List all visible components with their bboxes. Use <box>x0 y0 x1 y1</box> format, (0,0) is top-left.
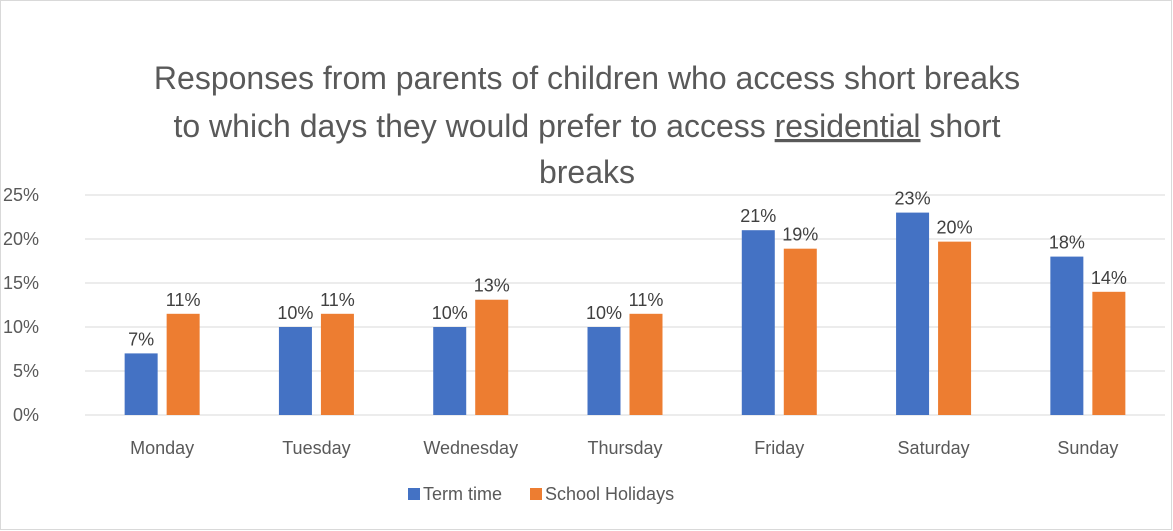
bar-school-holidays-friday <box>783 248 817 415</box>
bar-school-holidays-tuesday <box>320 313 354 415</box>
data-label: 21% <box>740 206 776 226</box>
bar-term-time-friday <box>741 230 775 415</box>
legend-swatch <box>408 488 420 500</box>
data-label: 23% <box>895 189 931 209</box>
y-tick-label: 25% <box>3 185 39 205</box>
bar-school-holidays-saturday <box>938 241 972 415</box>
chart-title: Responses from parents of children who a… <box>154 60 1020 190</box>
data-label: 10% <box>586 303 622 323</box>
bar-term-time-saturday <box>896 212 930 415</box>
data-label: 20% <box>937 218 973 238</box>
data-label: 7% <box>128 329 154 349</box>
x-category-label: Monday <box>130 438 194 458</box>
bar-term-time-monday <box>124 353 158 415</box>
legend: Term time School Holidays <box>408 484 674 504</box>
x-category-label: Friday <box>754 438 804 458</box>
x-category-label: Wednesday <box>423 438 518 458</box>
bar-term-time-thursday <box>587 327 621 415</box>
legend-swatch <box>530 488 542 500</box>
y-tick-label: 10% <box>3 317 39 337</box>
data-label: 11% <box>629 290 664 310</box>
data-labels: 7% 11% 10% 11% 10% 13% 10% 11% 21% 19% 23% 20% 18% 14… <box>128 189 1127 350</box>
bar-term-time-wednesday <box>433 327 467 415</box>
data-label: 11% <box>166 290 201 310</box>
x-axis-categories: Monday Tuesday Wednesday Thursday Friday Satu… <box>130 438 1118 458</box>
bar-school-holidays-monday <box>166 313 200 415</box>
x-category-label: Sunday <box>1057 438 1118 458</box>
bars <box>124 212 1126 415</box>
x-category-label: Thursday <box>587 438 662 458</box>
y-tick-label: 20% <box>3 229 39 249</box>
data-label: 10% <box>277 303 313 323</box>
chart-title-line-2: to which days they would prefer to acces… <box>173 108 1000 144</box>
data-label: 11% <box>320 290 355 310</box>
x-category-label: Saturday <box>898 438 970 458</box>
chart-title-line-3: breaks <box>539 154 635 190</box>
bar-term-time-tuesday <box>278 327 312 415</box>
legend-label: Term time <box>423 484 502 504</box>
data-label: 18% <box>1049 233 1085 253</box>
y-tick-label: 15% <box>3 273 39 293</box>
bar-school-holidays-sunday <box>1092 291 1126 415</box>
data-label: 10% <box>432 303 468 323</box>
data-label: 13% <box>474 276 510 296</box>
legend-label: School Holidays <box>545 484 674 504</box>
chart-title-line-1: Responses from parents of children who a… <box>154 60 1020 96</box>
y-tick-label: 5% <box>13 361 39 381</box>
bar-school-holidays-wednesday <box>475 299 509 415</box>
bar-school-holidays-thursday <box>629 313 663 415</box>
bar-term-time-sunday <box>1050 256 1084 415</box>
data-label: 19% <box>782 225 818 245</box>
data-label: 14% <box>1091 268 1127 288</box>
y-tick-label: 0% <box>13 405 39 425</box>
x-category-label: Tuesday <box>282 438 350 458</box>
y-axis-ticks: 0% 5% 10% 15% 20% 25% <box>3 185 39 425</box>
gridlines <box>85 194 1165 416</box>
